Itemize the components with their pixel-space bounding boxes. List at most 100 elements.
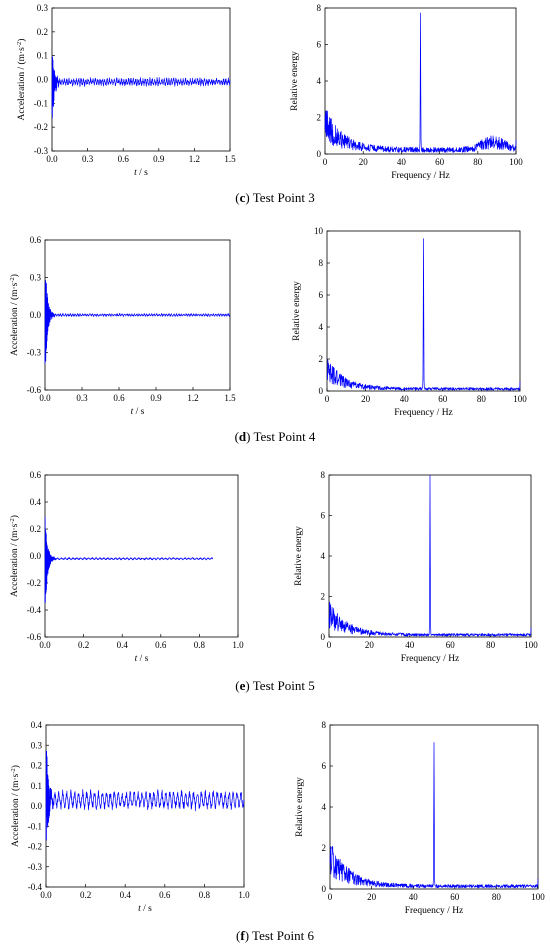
time-e-ytick-label: 0.0 [30, 551, 42, 561]
time-c-series-line [51, 56, 231, 119]
spec-f-xtick-label: 80 [492, 892, 502, 902]
time-c-xtick-label: 0.9 [153, 154, 165, 164]
spec-f-xlabel: Frequency / Hz [405, 906, 464, 916]
time-e-ytick-label: 0.4 [30, 497, 42, 507]
time-f-ytick-label: -0.3 [28, 862, 43, 872]
spec-d-ytick-label: 2 [319, 354, 324, 364]
time-f-xtick-label: 0.2 [80, 890, 91, 900]
time-f-xtick-label: 1.0 [238, 890, 250, 900]
time-e-ytick-label: -0.2 [27, 578, 41, 588]
time-e-xtick-label: 0.8 [194, 640, 206, 650]
spec-d-ytick-label: 8 [319, 258, 324, 268]
spec-e-xlabel: Frequency / Hz [401, 654, 460, 664]
time-c-ytick-label: -0.2 [34, 122, 48, 132]
time-d-xtick-label: 0.3 [76, 393, 88, 403]
time-d-xtick-label: 1.2 [187, 393, 198, 403]
spectrum-chart-c: 0 20 40 60 80 100 0 2 4 6 8 Frequency / Hz Relative … [290, 3, 523, 181]
spec-e-xtick-label: 20 [365, 640, 375, 650]
time-d-xtick-label: 1.5 [224, 393, 236, 403]
spectrum-chart-d: 0 20 40 60 80 100 0 2 4 6 8 10 Frequency / Hz Relativ… [292, 226, 527, 418]
spec-d-xtick-label: 100 [513, 394, 527, 404]
caption-c: (c) Test Point 3 [235, 190, 314, 205]
spec-d-xtick-label: 40 [400, 394, 410, 404]
panel-c: 0.0 0.3 0.6 0.9 1.2 1.5 -0.3 -0.2 -0.1 0.0 0.1 0.2 0… [16, 3, 523, 205]
time-e-ytick-label: 0.2 [30, 524, 41, 534]
spec-f-xtick-label: 100 [531, 892, 545, 902]
spec-f-ylabel: Relative energy [295, 777, 305, 837]
time-e-xlabel: t / s [135, 654, 149, 664]
spec-c-ytick-label: 8 [317, 3, 322, 13]
time-d-xlabel: t / s [131, 407, 145, 417]
spec-c-xtick-label: 60 [435, 157, 445, 167]
time-e-xtick-label: 0.4 [117, 640, 129, 650]
time-e-xtick-label: 0.2 [78, 640, 89, 650]
spec-c-xtick-label: 20 [359, 157, 369, 167]
time-d-series-line [44, 280, 231, 364]
time-e-series-line [44, 516, 214, 604]
time-c-xlabel: t / s [134, 168, 148, 178]
spec-e-ytick-label: 8 [321, 470, 326, 480]
spec-d-xlabel: Frequency / Hz [394, 408, 453, 418]
spec-f-ytick-label: 2 [322, 843, 327, 853]
spectrum-chart-e: 0 20 40 60 80 100 0 2 4 6 8 Frequency / Hz Relative … [294, 470, 538, 664]
spec-c-xtick-label: 0 [323, 157, 328, 167]
spec-f-xtick-label: 20 [367, 892, 377, 902]
time-f-ytick-label: -0.2 [28, 842, 42, 852]
time-c-ylabel: Acceleration / (m·s-2) [16, 39, 27, 121]
time-e-ylabel: Acceleration / (m·s-2) [9, 515, 20, 597]
spec-e-ytick-label: 6 [321, 511, 326, 521]
time-e-xtick-label: 1.0 [232, 640, 244, 650]
panel-f: 0.0 0.2 0.4 0.6 0.8 1.0 -0.4 -0.3 -0.2 -0.1 0.0 0.1… [10, 720, 545, 943]
time-d-ytick-label: -0.6 [27, 385, 42, 395]
time-c-xtick-label: 0.6 [118, 154, 130, 164]
time-f-xtick-label: 0.8 [199, 890, 211, 900]
spec-d-ytick-label: 6 [319, 290, 324, 300]
spec-d-series-line [326, 238, 521, 391]
caption-d: (d) Test Point 4 [235, 429, 316, 444]
spec-d-xtick-label: 60 [438, 394, 448, 404]
spec-f-xtick-label: 40 [409, 892, 419, 902]
spec-e-xtick-label: 40 [405, 640, 415, 650]
spec-c-xtick-label: 40 [397, 157, 407, 167]
spec-e-xtick-label: 100 [524, 640, 538, 650]
time-f-xtick-label: 0.4 [120, 890, 132, 900]
time-c-xtick-label: 0.0 [46, 154, 58, 164]
spec-d-xtick-label: 80 [477, 394, 487, 404]
time-f-ytick-label: 0.1 [31, 781, 42, 791]
spec-f-series-line [329, 742, 539, 889]
time-d-xtick-label: 0.0 [39, 393, 51, 403]
time-chart-f: 0.0 0.2 0.4 0.6 0.8 1.0 -0.4 -0.3 -0.2 -0.1 0.0 0.1… [10, 720, 250, 914]
spectrum-chart-f: 0 20 40 60 80 100 0 2 4 6 8 Frequency / Hz Relative … [295, 720, 545, 916]
spec-d-plot-frame [326, 230, 521, 392]
time-c-xtick-label: 1.5 [224, 154, 236, 164]
time-chart-c: 0.0 0.3 0.6 0.9 1.2 1.5 -0.3 -0.2 -0.1 0.0 0.1 0.2 0… [16, 3, 236, 178]
spec-c-ylabel: Relative energy [290, 51, 300, 111]
spec-c-ytick-label: 2 [317, 113, 322, 123]
time-f-xtick-label: 0.6 [159, 890, 171, 900]
time-d-ytick-label: -0.3 [27, 348, 42, 358]
spec-d-ytick-label: 4 [319, 322, 324, 332]
spec-d-ytick-label: 10 [314, 226, 324, 236]
time-d-ylabel: Acceleration / (m·s-2) [9, 274, 20, 356]
spec-e-xtick-label: 60 [446, 640, 456, 650]
time-chart-d: 0.0 0.3 0.6 0.9 1.2 1.5 -0.6 -0.3 0.0 0.3 0.6 t / s… [9, 235, 236, 417]
spec-d-ylabel: Relative energy [292, 281, 302, 341]
time-f-series-line [45, 750, 245, 841]
time-d-xtick-label: 0.9 [150, 393, 162, 403]
spec-f-xtick-label: 0 [328, 892, 333, 902]
spec-f-ytick-label: 0 [322, 884, 327, 894]
time-f-ytick-label: 0.2 [31, 761, 42, 771]
spec-c-ytick-label: 6 [317, 40, 322, 50]
time-f-ytick-label: -0.4 [28, 882, 43, 892]
spec-f-xtick-label: 60 [450, 892, 460, 902]
spec-e-ytick-label: 2 [321, 592, 326, 602]
spec-c-ytick-label: 4 [317, 76, 322, 86]
time-f-plot-frame [45, 724, 245, 888]
caption-f: (f) Test Point 6 [236, 928, 314, 943]
time-f-xlabel: t / s [138, 904, 152, 914]
caption-e: (e) Test Point 5 [235, 678, 314, 693]
time-e-ytick-label: 0.6 [30, 470, 42, 480]
time-f-ytick-label: 0.4 [31, 720, 43, 730]
spec-f-ytick-label: 8 [322, 720, 327, 730]
spec-c-xtick-label: 80 [473, 157, 483, 167]
